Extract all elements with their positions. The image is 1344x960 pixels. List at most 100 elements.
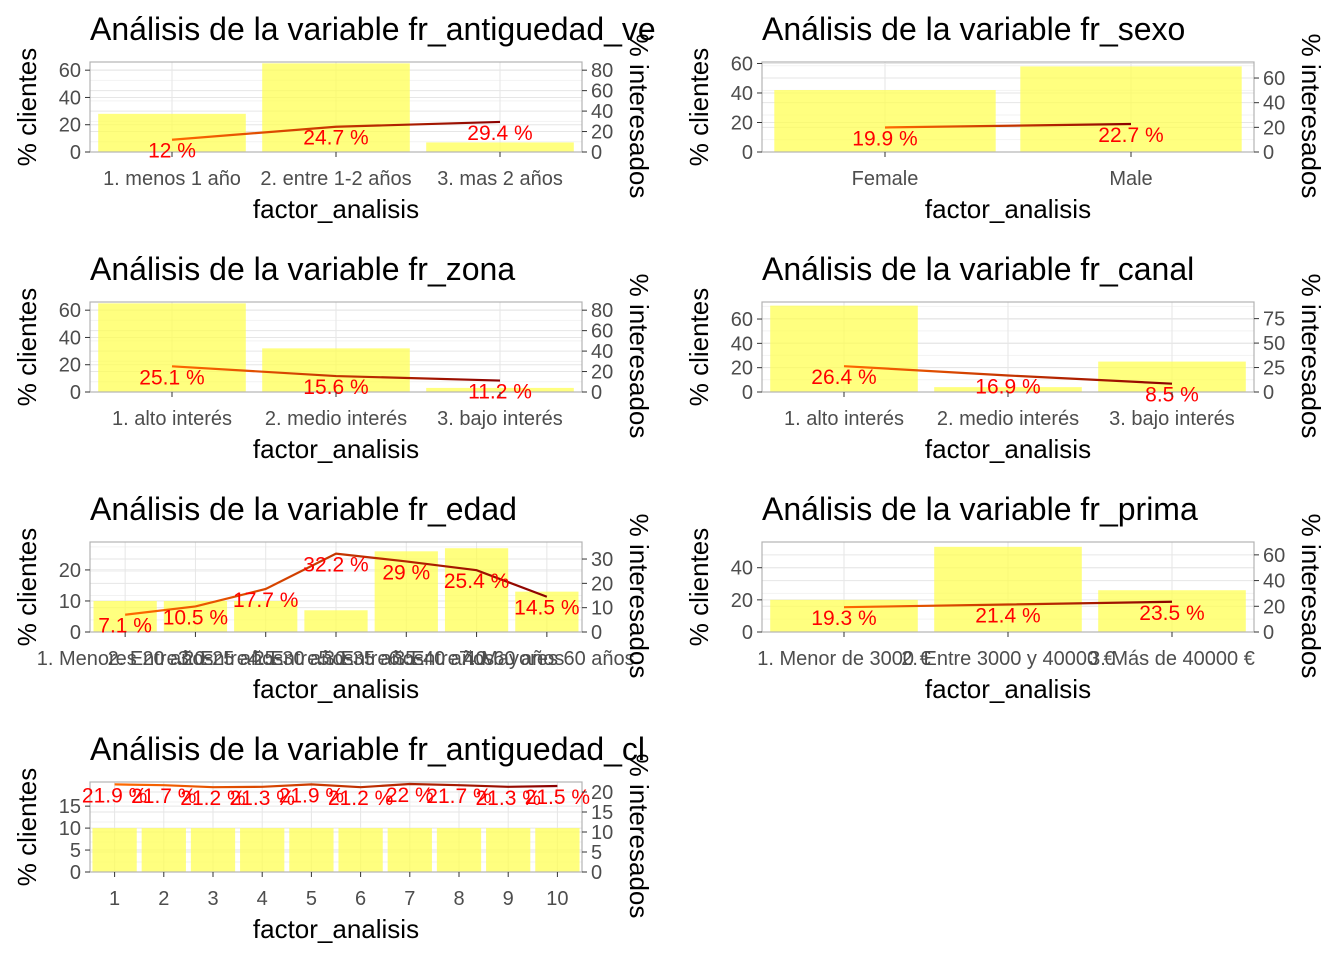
chart-title: Análisis de la variable fr_antiguedad_ve xyxy=(90,11,656,47)
y2-tick-label: 0 xyxy=(1263,622,1274,644)
data-label: 21.5 % xyxy=(525,786,590,809)
data-label: 21.3 % xyxy=(476,787,541,810)
y2-tick-label: 40 xyxy=(591,341,613,363)
data-label: 25.4 % xyxy=(444,570,509,593)
y2-axis-title: % interesados xyxy=(1296,514,1326,679)
chart-title: Análisis de la variable fr_antiguedad_cl xyxy=(90,731,645,767)
data-label: 21.7 % xyxy=(131,785,196,808)
series-line xyxy=(114,782,558,789)
x-tick-label: 2. medio interés xyxy=(937,408,1079,430)
y-tick-label: 0 xyxy=(742,382,753,404)
x-axis-title: factor_analisis xyxy=(253,674,419,704)
x-tick-label: 2. medio interés xyxy=(265,408,407,430)
x-tick-label: 3. Más de 40000 € xyxy=(1089,648,1255,670)
chart-title: Análisis de la variable fr_zona xyxy=(90,251,515,287)
y2-tick-label: 0 xyxy=(1263,142,1274,164)
bar xyxy=(515,591,579,632)
y2-tick-label: 0 xyxy=(591,622,602,644)
bar xyxy=(262,348,410,392)
y-tick-label: 0 xyxy=(742,622,753,644)
series-line xyxy=(125,552,548,616)
x-tick-label: 1. Menor de 3000 € xyxy=(757,648,930,670)
chart-edad: Análisis de la variable fr_edad 7.1 % 10.5… xyxy=(12,491,654,704)
y2-tick-label: 25 xyxy=(1263,358,1285,380)
y-tick-label: 20 xyxy=(731,590,753,612)
x-tick-label: 2. Entre 20-25 años xyxy=(108,648,284,670)
bar xyxy=(98,113,246,152)
y-axis-title: % clientes xyxy=(684,288,714,407)
bar xyxy=(289,828,334,872)
plot-frame xyxy=(761,61,1255,153)
y2-tick-label: 40 xyxy=(1263,571,1285,593)
bar xyxy=(426,142,574,152)
y2-tick-label: 60 xyxy=(591,81,613,103)
y-tick-label: 40 xyxy=(731,558,753,580)
chart-title: Análisis de la variable fr_prima xyxy=(762,491,1198,527)
chart-sexo: Análisis de la variable fr_sexo 19.9 % 22.… xyxy=(684,11,1326,224)
bar xyxy=(304,610,368,632)
y2-tick-label: 50 xyxy=(1263,333,1285,355)
y-tick-label: 20 xyxy=(59,560,81,582)
bar xyxy=(93,600,157,632)
y2-axis-title: % interesados xyxy=(1296,34,1326,199)
data-label: 22.7 % xyxy=(1098,124,1163,147)
y-tick-label: 60 xyxy=(731,309,753,331)
x-tick-label: 1. Menores 20 años xyxy=(37,648,214,670)
x-tick-label: 3. Entre 25-30 años xyxy=(178,648,354,670)
y2-tick-label: 0 xyxy=(591,862,602,884)
bar xyxy=(770,599,918,632)
data-label: 16.9 % xyxy=(975,375,1040,398)
x-tick-label: 10 xyxy=(546,888,568,910)
y-tick-label: 10 xyxy=(59,591,81,613)
data-label: 10.5 % xyxy=(163,606,228,629)
x-tick-label: 3 xyxy=(207,888,218,910)
x-tick-label: 5. Entre 35-40 años xyxy=(318,648,494,670)
y2-tick-label: 75 xyxy=(1263,309,1285,331)
data-label: 32.2 % xyxy=(303,554,368,577)
x-tick-label: 1. menos 1 año xyxy=(103,168,241,190)
x-tick-label: 9 xyxy=(503,888,514,910)
y2-tick-label: 15 xyxy=(591,802,613,824)
x-tick-label: 7. Mayores 60 años xyxy=(459,648,635,670)
y2-tick-label: 0 xyxy=(591,142,602,164)
data-label: 29 % xyxy=(382,561,430,584)
y2-tick-label: 80 xyxy=(591,60,613,82)
y-tick-label: 10 xyxy=(59,818,81,840)
y-tick-label: 40 xyxy=(731,333,753,355)
x-axis-title: factor_analisis xyxy=(925,674,1091,704)
chart-canal: Análisis de la variable fr_canal 26.4 % 16… xyxy=(684,251,1326,464)
bar xyxy=(1098,590,1246,632)
y-tick-label: 0 xyxy=(742,142,753,164)
y2-tick-label: 0 xyxy=(1263,382,1274,404)
data-label: 29.4 % xyxy=(467,122,532,145)
y2-tick-label: 5 xyxy=(591,842,602,864)
y-tick-label: 5 xyxy=(70,840,81,862)
data-label: 15.6 % xyxy=(303,376,368,399)
y2-tick-label: 20 xyxy=(591,573,613,595)
y2-tick-label: 0 xyxy=(591,382,602,404)
y2-tick-label: 40 xyxy=(591,101,613,123)
x-tick-label: Male xyxy=(1109,168,1152,190)
data-label: 26.4 % xyxy=(811,366,876,389)
x-tick-label: 6. Entre 40-60 años xyxy=(389,648,565,670)
data-label: 21.7 % xyxy=(426,785,491,808)
bar xyxy=(98,303,246,392)
data-label: 14.5 % xyxy=(514,597,579,620)
y2-axis-title: % interesados xyxy=(624,514,654,679)
y-axis-title: % clientes xyxy=(684,528,714,647)
chart-title: Análisis de la variable fr_canal xyxy=(762,251,1194,287)
bar xyxy=(92,828,137,872)
y2-axis-title: % interesados xyxy=(624,34,654,199)
x-tick-label: 1. alto interés xyxy=(784,408,904,430)
chart-prima: Análisis de la variable fr_prima 19.3 % 21… xyxy=(684,491,1326,704)
x-axis-title: factor_analisis xyxy=(925,194,1091,224)
y-tick-label: 60 xyxy=(731,53,753,75)
bar xyxy=(770,305,918,392)
y2-tick-label: 20 xyxy=(591,782,613,804)
bar xyxy=(486,828,531,872)
data-label: 21.3 % xyxy=(230,787,295,810)
series-line xyxy=(843,365,1173,385)
y-axis-title: % clientes xyxy=(12,528,42,647)
data-label: 21.2 % xyxy=(180,787,245,810)
x-axis-title: factor_analisis xyxy=(925,434,1091,464)
